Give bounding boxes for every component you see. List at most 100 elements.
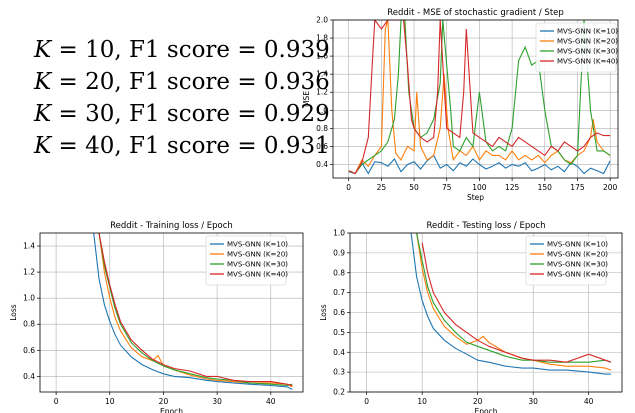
f1-score-value: = 0.929 xyxy=(237,101,330,127)
y-tick-label: 2.0 xyxy=(316,16,328,25)
y-tick-label: 1.8 xyxy=(316,34,328,43)
x-tick-label: 20 xyxy=(473,397,483,406)
x-tick-label: 0 xyxy=(54,397,59,406)
x-axis-label: Step xyxy=(467,193,484,202)
k-symbol: K xyxy=(34,133,52,159)
plot-frame xyxy=(332,19,619,179)
legend-box xyxy=(535,22,617,73)
x-tick-label: 0 xyxy=(364,397,369,406)
y-tick-label: 1.4 xyxy=(23,242,35,251)
k-symbol: K xyxy=(34,37,52,63)
series-line xyxy=(421,242,612,363)
y-tick-label: 0.8 xyxy=(316,124,328,133)
series-line xyxy=(416,233,612,371)
x-tick-label: 40 xyxy=(584,397,594,406)
x-tick-label: 50 xyxy=(409,183,419,192)
y-tick-label: 1.4 xyxy=(316,70,328,79)
x-tick-label: 25 xyxy=(377,183,387,192)
k-symbol: K xyxy=(34,101,52,127)
y-tick-label: 0.9 xyxy=(333,248,345,257)
metric-name: F1 score xyxy=(128,101,231,127)
y-tick-label: 0.2 xyxy=(333,388,345,397)
metric-name: F1 score xyxy=(128,69,231,95)
k-symbol: K xyxy=(34,69,52,95)
y-tick-label: 0.5 xyxy=(333,328,345,337)
chart-title: Reddit - Testing loss / Epoch xyxy=(426,221,545,231)
plot-frame xyxy=(39,232,304,393)
f1-score-value: = 0.931 xyxy=(237,133,330,159)
x-tick-label: 75 xyxy=(442,183,452,192)
chart-title: Reddit - Training loss / Epoch xyxy=(110,221,233,231)
x-tick-label: 100 xyxy=(472,183,487,192)
legend-label: MVS-GNN (K=20) xyxy=(547,251,608,259)
y-tick-label: 0.4 xyxy=(23,372,35,381)
f1-score-summary: K = 10, F1 score = 0.939 K = 20, F1 score… xyxy=(34,34,330,162)
x-axis-label: Epoch xyxy=(475,407,498,413)
f1-result-line: K = 20, F1 score = 0.936 xyxy=(34,66,330,98)
y-tick-label: 1.6 xyxy=(316,52,328,61)
metric-name: F1 score xyxy=(128,133,231,159)
series-line xyxy=(348,20,611,175)
legend-box xyxy=(205,235,287,286)
y-tick-label: 0.4 xyxy=(316,160,328,169)
y-tick-label: 1.0 xyxy=(316,106,328,115)
x-tick-label: 20 xyxy=(159,397,169,406)
x-tick-label: 150 xyxy=(538,183,553,192)
series-line xyxy=(98,233,293,387)
y-tick-label: 0.6 xyxy=(333,308,345,317)
y-axis-label: Loss xyxy=(9,304,18,321)
x-tick-label: 10 xyxy=(105,397,115,406)
k-value: = 20, xyxy=(58,69,122,95)
y-axis-label: Loss xyxy=(319,304,328,321)
x-tick-label: 10 xyxy=(417,397,427,406)
x-axis-label: Epoch xyxy=(160,407,183,413)
legend-box xyxy=(525,235,607,286)
y-tick-label: 1.2 xyxy=(316,88,328,97)
y-tick-label: 0.4 xyxy=(333,348,345,357)
y-tick-label: 0.6 xyxy=(316,142,328,151)
x-tick-label: 0 xyxy=(346,183,351,192)
legend-label: MVS-GNN (K=40) xyxy=(547,271,608,279)
series-line xyxy=(348,154,611,175)
legend-label: MVS-GNN (K=40) xyxy=(227,271,288,279)
x-tick-label: 30 xyxy=(528,397,538,406)
legend-label: MVS-GNN (K=10) xyxy=(227,241,288,249)
metric-name: F1 score xyxy=(128,37,231,63)
y-tick-label: 0.8 xyxy=(23,320,35,329)
chart-title: Reddit - MSE of stochastic gradient / St… xyxy=(387,8,564,18)
legend-label: MVS-GNN (K=30) xyxy=(547,261,608,269)
y-tick-label: 0.8 xyxy=(333,268,345,277)
legend-label: MVS-GNN (K=40) xyxy=(557,58,618,66)
f1-score-value: = 0.939 xyxy=(237,37,330,63)
legend-label: MVS-GNN (K=20) xyxy=(557,38,618,46)
y-tick-label: 1.0 xyxy=(333,229,345,238)
k-value: = 10, xyxy=(58,37,122,63)
legend-label: MVS-GNN (K=30) xyxy=(227,261,288,269)
legend-label: MVS-GNN (K=10) xyxy=(557,28,618,36)
series-line xyxy=(98,233,293,387)
y-tick-label: 0.6 xyxy=(23,346,35,355)
f1-result-line: K = 10, F1 score = 0.939 xyxy=(34,34,330,66)
legend-label: MVS-GNN (K=10) xyxy=(547,241,608,249)
series-line xyxy=(93,233,293,390)
y-axis-label: MSE xyxy=(302,91,311,107)
series-line xyxy=(416,233,612,363)
legend-label: MVS-GNN (K=20) xyxy=(227,251,288,259)
x-tick-label: 175 xyxy=(570,183,585,192)
f1-result-line: K = 30, F1 score = 0.929 xyxy=(34,98,330,130)
y-tick-label: 1.2 xyxy=(23,268,35,277)
series-line xyxy=(410,233,611,375)
series-line xyxy=(348,20,611,175)
x-tick-label: 30 xyxy=(212,397,222,406)
legend-label: MVS-GNN (K=30) xyxy=(557,48,618,56)
x-tick-label: 200 xyxy=(603,183,618,192)
k-value: = 30, xyxy=(58,101,122,127)
x-tick-label: 40 xyxy=(266,397,276,406)
y-tick-label: 1.0 xyxy=(23,294,35,303)
f1-score-value: = 0.936 xyxy=(237,69,330,95)
y-tick-label: 0.7 xyxy=(333,288,345,297)
k-value: = 40, xyxy=(58,133,122,159)
